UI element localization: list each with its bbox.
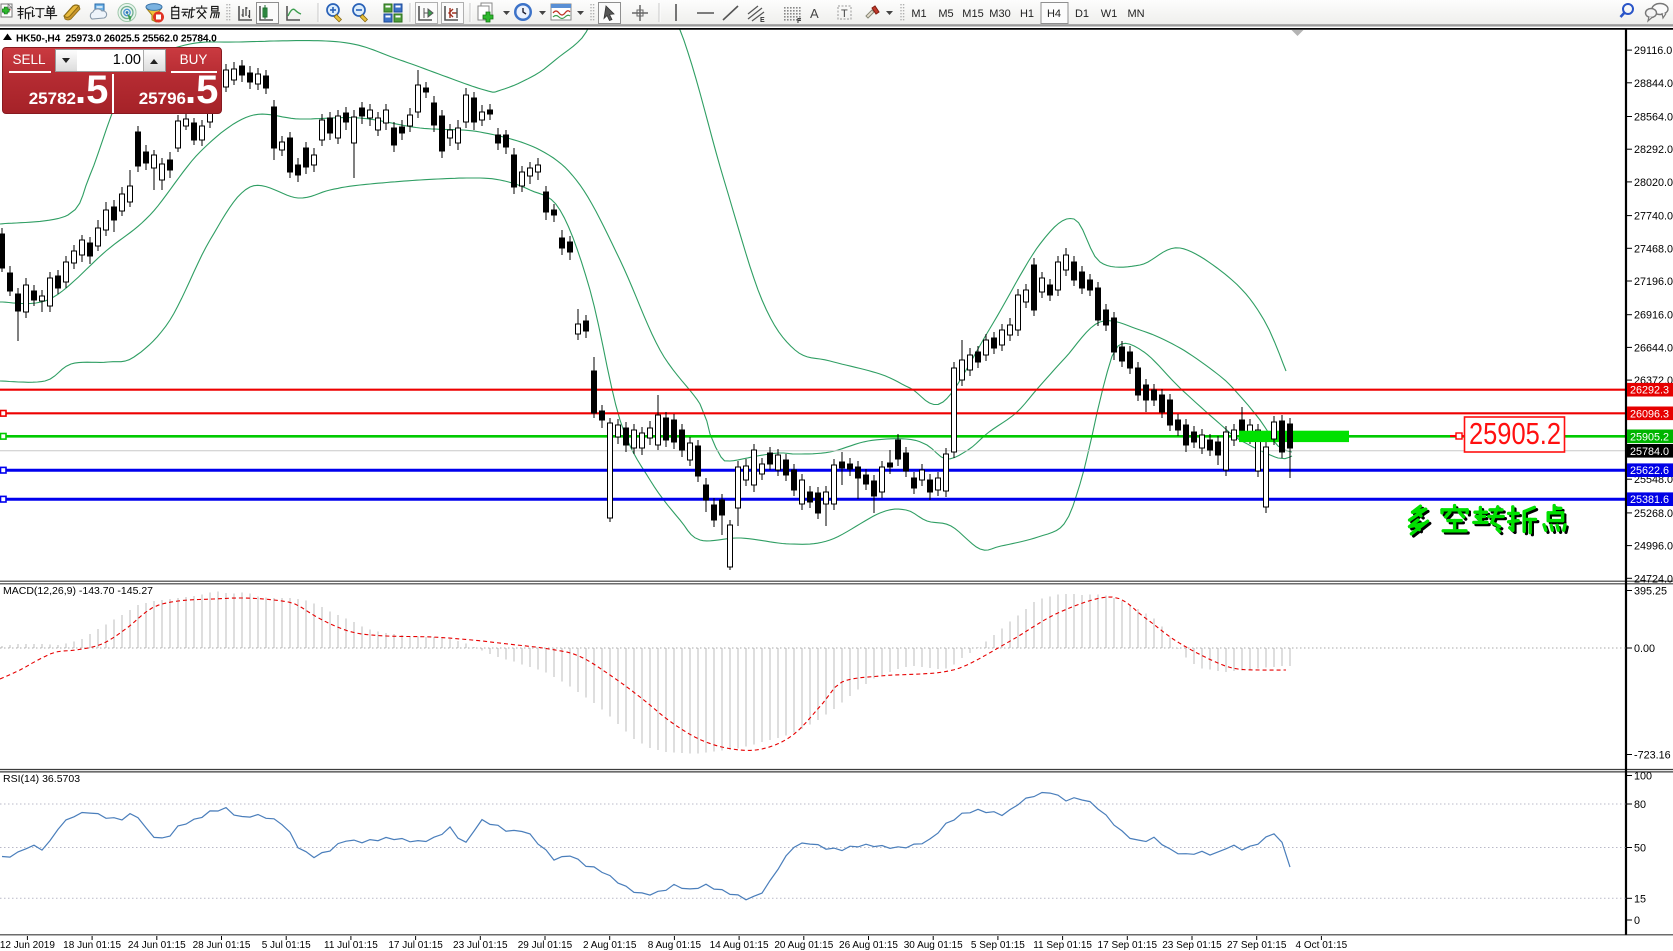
svg-text:25622.6: 25622.6: [1630, 465, 1669, 477]
svg-text:MN: MN: [1127, 8, 1144, 20]
svg-text:26916.0: 26916.0: [1634, 310, 1673, 322]
svg-text:14 Aug 01:15: 14 Aug 01:15: [710, 940, 769, 951]
svg-text:24724.0: 24724.0: [1634, 573, 1673, 585]
svg-text:A: A: [810, 6, 819, 21]
svg-text:28844.0: 28844.0: [1634, 78, 1673, 90]
svg-text:18 Jun 01:15: 18 Jun 01:15: [63, 940, 121, 951]
svg-text:0.00: 0.00: [1634, 643, 1655, 655]
svg-text:24996.0: 24996.0: [1634, 541, 1673, 553]
svg-text:28564.0: 28564.0: [1634, 112, 1673, 124]
svg-text:RSI(14) 36.5703: RSI(14) 36.5703: [3, 773, 80, 785]
svg-text:29116.0: 29116.0: [1634, 45, 1672, 57]
svg-text:M5: M5: [938, 8, 953, 20]
svg-text:25905.2: 25905.2: [1469, 416, 1561, 451]
svg-text:D1: D1: [1075, 8, 1089, 20]
svg-text:T: T: [841, 8, 848, 20]
svg-text:27 Sep 01:15: 27 Sep 01:15: [1227, 940, 1287, 951]
svg-text:0: 0: [1634, 915, 1640, 927]
svg-text:M1: M1: [911, 8, 926, 20]
svg-text:25784.0: 25784.0: [1630, 446, 1669, 458]
svg-text:25905.2: 25905.2: [1630, 431, 1669, 443]
svg-text:5 Sep 01:15: 5 Sep 01:15: [971, 940, 1025, 951]
svg-text:24 Jun 01:15: 24 Jun 01:15: [128, 940, 186, 951]
svg-text:MACD(12,26,9) -143.70 -145.27: MACD(12,26,9) -143.70 -145.27: [3, 585, 153, 597]
svg-text:25381.6: 25381.6: [1630, 494, 1669, 506]
svg-text:12 Jun 2019: 12 Jun 2019: [0, 940, 55, 951]
svg-text:50: 50: [1634, 843, 1646, 855]
svg-text:30 Aug 01:15: 30 Aug 01:15: [904, 940, 963, 951]
svg-text:27740.0: 27740.0: [1634, 211, 1673, 223]
svg-text:8 Aug 01:15: 8 Aug 01:15: [648, 940, 702, 951]
svg-text:20 Aug 01:15: 20 Aug 01:15: [774, 940, 833, 951]
svg-text:11 Sep 01:15: 11 Sep 01:15: [1033, 940, 1092, 951]
svg-text:E: E: [760, 17, 765, 24]
svg-text:H1: H1: [1020, 8, 1034, 20]
svg-text:26096.3: 26096.3: [1630, 408, 1669, 420]
svg-text:27468.0: 27468.0: [1634, 243, 1673, 255]
svg-text:100: 100: [1634, 771, 1652, 783]
svg-text:M15: M15: [962, 8, 983, 20]
svg-text:M30: M30: [989, 8, 1010, 20]
svg-text:28292.0: 28292.0: [1634, 144, 1673, 156]
svg-text:29 Jul 01:15: 29 Jul 01:15: [518, 940, 573, 951]
svg-text:25268.0: 25268.0: [1634, 508, 1673, 520]
svg-text:395.25: 395.25: [1634, 586, 1667, 598]
svg-text:F: F: [797, 18, 802, 25]
svg-text:80: 80: [1634, 799, 1646, 811]
svg-text:4 Oct 01:15: 4 Oct 01:15: [1296, 940, 1348, 951]
svg-text:23 Jul 01:15: 23 Jul 01:15: [453, 940, 508, 951]
svg-text:28 Jun 01:15: 28 Jun 01:15: [193, 940, 251, 951]
svg-text:23 Sep 01:15: 23 Sep 01:15: [1162, 940, 1222, 951]
svg-text:26292.3: 26292.3: [1630, 385, 1669, 397]
svg-text:W1: W1: [1101, 8, 1118, 20]
svg-text:HK50-,H4 25973.0 26025.5 2556: HK50-,H4 25973.0 26025.5 25562.0 25784.0: [16, 34, 217, 45]
svg-text:5 Jul 01:15: 5 Jul 01:15: [262, 940, 311, 951]
svg-text:15: 15: [1634, 893, 1646, 905]
svg-text:26644.0: 26644.0: [1634, 342, 1673, 354]
svg-text:17 Sep 01:15: 17 Sep 01:15: [1098, 940, 1158, 951]
svg-text:H4: H4: [1047, 8, 1061, 20]
svg-text:11 Jul 01:15: 11 Jul 01:15: [324, 940, 378, 951]
svg-text:-723.16: -723.16: [1634, 750, 1671, 762]
svg-text:25548.0: 25548.0: [1634, 474, 1673, 486]
svg-text:28020.0: 28020.0: [1634, 177, 1673, 189]
svg-text:26 Aug 01:15: 26 Aug 01:15: [839, 940, 898, 951]
svg-text:17 Jul 01:15: 17 Jul 01:15: [388, 940, 443, 951]
svg-text:27196.0: 27196.0: [1634, 276, 1673, 288]
svg-text:2 Aug 01:15: 2 Aug 01:15: [583, 940, 637, 951]
